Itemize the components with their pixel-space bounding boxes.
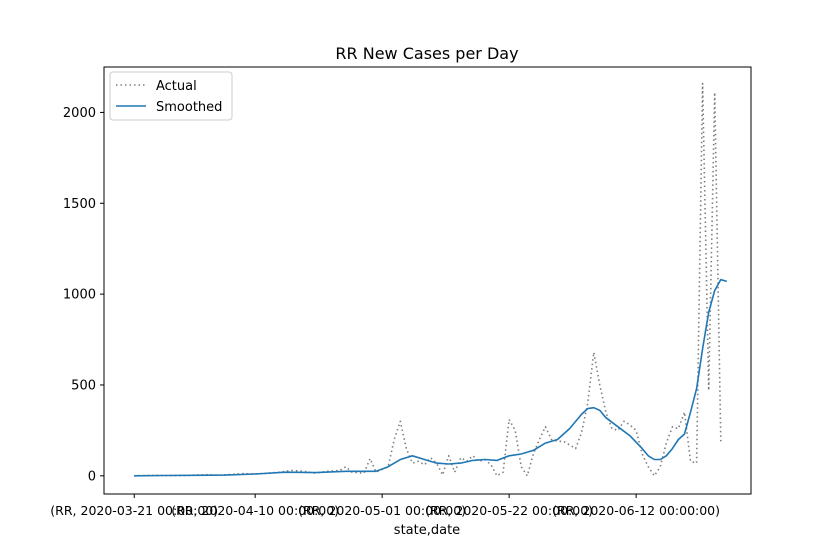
y-tick-label: 0 — [88, 469, 96, 484]
x-tick-label: (RR, 2020-05-22 00:00:00) — [425, 503, 593, 518]
legend-label-smoothed: Smoothed — [156, 100, 222, 115]
x-tick-label: (RR, 2020-03-21 00:00:00) — [50, 503, 218, 518]
y-tick-label: 500 — [71, 378, 96, 393]
y-tick-label: 1500 — [63, 197, 96, 212]
x-axis: (RR, 2020-03-21 00:00:00)(RR, 2020-04-10… — [50, 494, 720, 518]
plot-frame — [103, 66, 752, 495]
x-axis-label: state,date — [394, 523, 460, 538]
x-tick-label: (RR, 2020-06-12 00:00:00) — [552, 503, 720, 518]
x-tick-label: (RR, 2020-04-10 00:00:00) — [171, 503, 339, 518]
legend-label-actual: Actual — [156, 79, 197, 94]
series-line-actual — [134, 82, 722, 477]
legend: Actual Smoothed — [109, 71, 233, 121]
y-tick-label: 1000 — [63, 288, 96, 303]
chart-title: RR New Cases per Day — [335, 44, 518, 63]
x-tick-label: (RR, 2020-05-01 00:00:00) — [298, 503, 466, 518]
y-tick-label: 2000 — [63, 106, 96, 121]
plot-lines — [134, 82, 728, 477]
legend-box — [109, 71, 233, 121]
series-line-smoothed — [134, 278, 728, 477]
y-axis: 0 500 1000 1500 2000 — [63, 106, 104, 484]
